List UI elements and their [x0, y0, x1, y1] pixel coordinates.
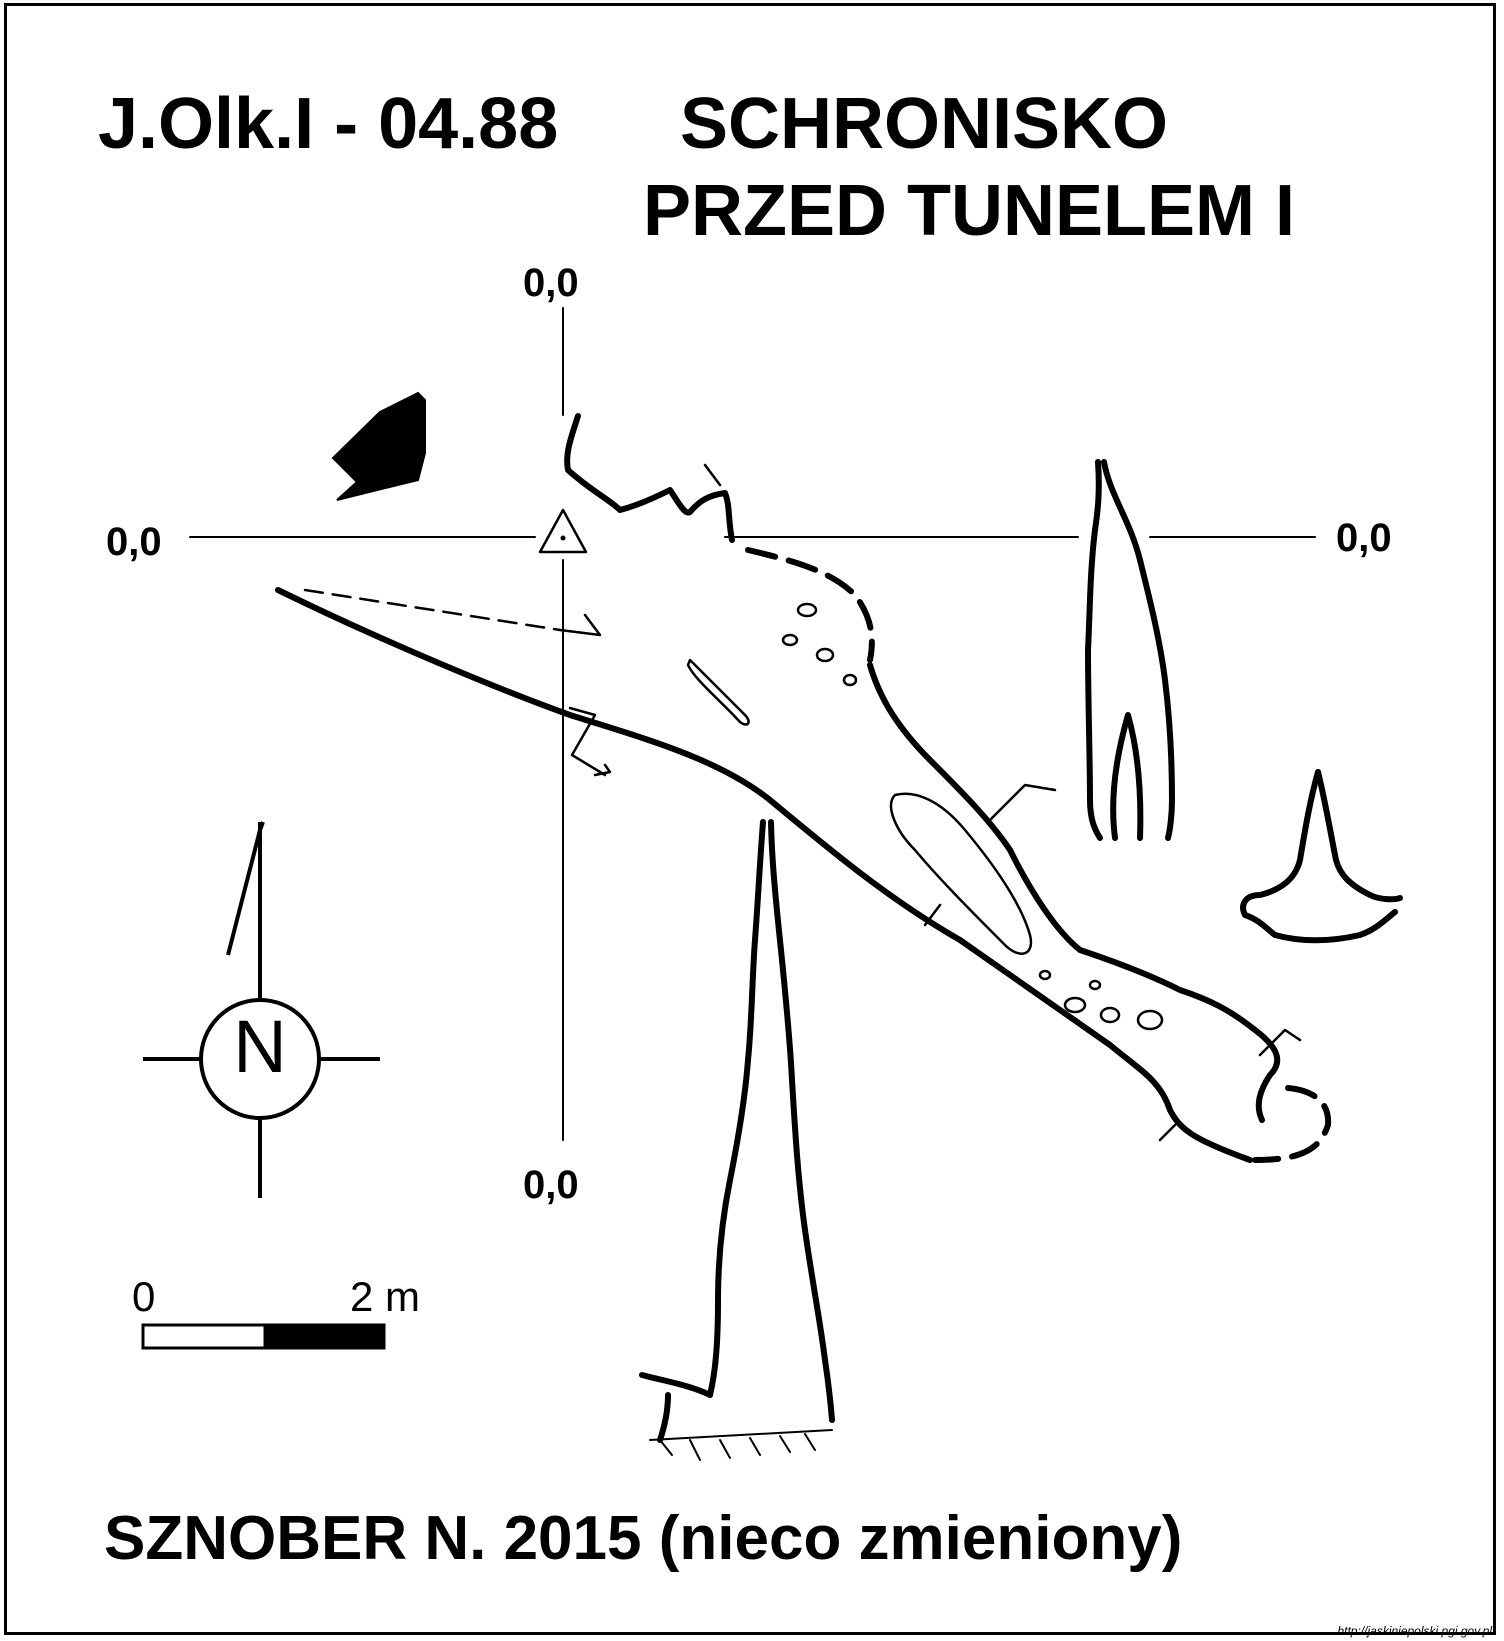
coord-label-left: 0,0 [106, 520, 162, 564]
scale-start-label: 0 [132, 1273, 156, 1320]
cross-section-b [1240, 769, 1403, 944]
longitudinal-section [639, 819, 835, 1443]
scale-end-label: 2 m [350, 1273, 421, 1320]
author-credit: SZNOBER N. 2015 (nieco zmieniony) [104, 1504, 1183, 1573]
coord-label-right: 0,0 [1336, 516, 1392, 560]
dashed-outline [745, 547, 1332, 1163]
survey-station-dot [560, 535, 566, 541]
north-letter: N [233, 1005, 287, 1088]
entrance-arrow [331, 391, 426, 501]
reference-cross-lines [189, 307, 1316, 1141]
scale-bar [141, 1323, 386, 1350]
cave-name-line2: PRZED TUNELEM I [643, 171, 1296, 251]
dashed-inner-line [303, 588, 562, 632]
cross-section-a [1085, 459, 1175, 841]
section-markers [568, 463, 1302, 1142]
floor-hatching [649, 1429, 833, 1461]
boulders [686, 602, 1164, 1031]
source-url: http://jaskiniepolski.pgi.gov.pl [1337, 1624, 1492, 1638]
coord-label-bottom: 0,0 [523, 1163, 579, 1207]
coord-label-top: 0,0 [523, 261, 579, 305]
map-frame [4, 3, 1496, 1635]
cave-code: J.Olk.I - 04.88 [98, 84, 559, 164]
cave-name-line1: SCHRONISKO [680, 84, 1169, 164]
cave-outline [275, 413, 1281, 1163]
north-arrow [143, 821, 380, 1198]
survey-station-triangle [538, 508, 588, 554]
